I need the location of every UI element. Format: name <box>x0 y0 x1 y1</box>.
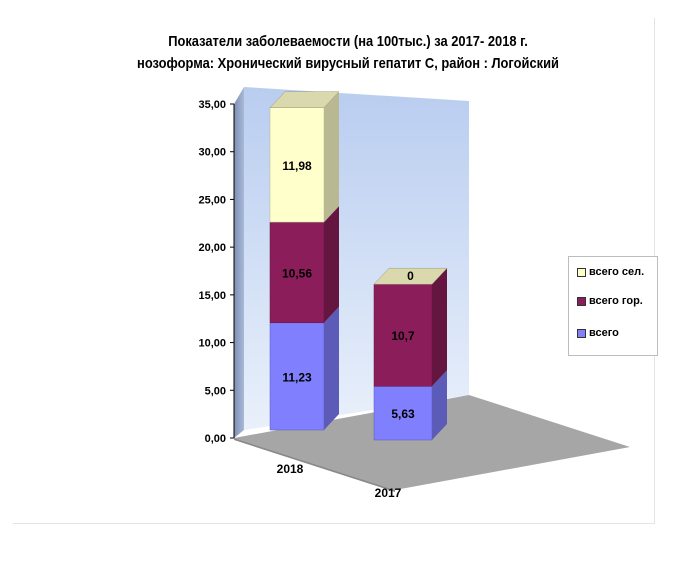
x-category-label: 2018 <box>277 462 304 476</box>
bar-side-2017-1 <box>432 268 447 387</box>
y-tick-label: 25,00 <box>198 194 226 206</box>
legend-item: всего гор. <box>577 295 643 307</box>
chart-title-line-1: Показатели заболеваемости (на 100тыс.) з… <box>168 33 528 50</box>
y-tick-label: 15,00 <box>198 290 226 302</box>
bar-top-2018 <box>269 91 340 108</box>
data-label: 11,98 <box>282 159 312 173</box>
legend-item: всего <box>577 327 619 339</box>
legend-label: всего сел. <box>589 266 645 278</box>
bar-side-2017-0 <box>432 370 447 440</box>
bar-side-2018-1 <box>324 206 339 323</box>
legend-swatch <box>577 267 586 277</box>
floor-edge <box>234 438 395 492</box>
legend-item: всего сел. <box>577 266 644 278</box>
data-label: 0 <box>407 269 414 283</box>
y-tick-label: 30,00 <box>198 147 226 159</box>
y-tick-label: 10,00 <box>198 338 226 350</box>
floor <box>234 395 630 490</box>
side-wall <box>234 87 244 438</box>
y-tick-label: 5,00 <box>205 385 226 397</box>
legend-swatch <box>577 296 586 306</box>
y-tick-label: 20,00 <box>198 242 226 254</box>
legend-label: всего <box>589 327 619 339</box>
bar-side-2018-2 <box>324 91 339 223</box>
data-label: 5,63 <box>391 407 415 421</box>
chart-title-line-2: нозоформа: Хронический вирусный гепатит … <box>137 55 559 72</box>
legend: всего сел. всего гор. всего <box>568 256 658 356</box>
legend-swatch <box>577 328 586 338</box>
data-label: 11,23 <box>282 370 312 384</box>
data-label: 10,7 <box>391 329 415 343</box>
y-tick-label: 35,00 <box>198 99 226 111</box>
bar-top-2017 <box>373 267 448 285</box>
x-category-label: 2017 <box>375 486 402 500</box>
legend-label: всего гор. <box>589 295 643 307</box>
data-label: 10,56 <box>282 266 312 280</box>
y-tick-label: 0,00 <box>205 433 226 445</box>
bar-side-2018-0 <box>324 306 339 430</box>
